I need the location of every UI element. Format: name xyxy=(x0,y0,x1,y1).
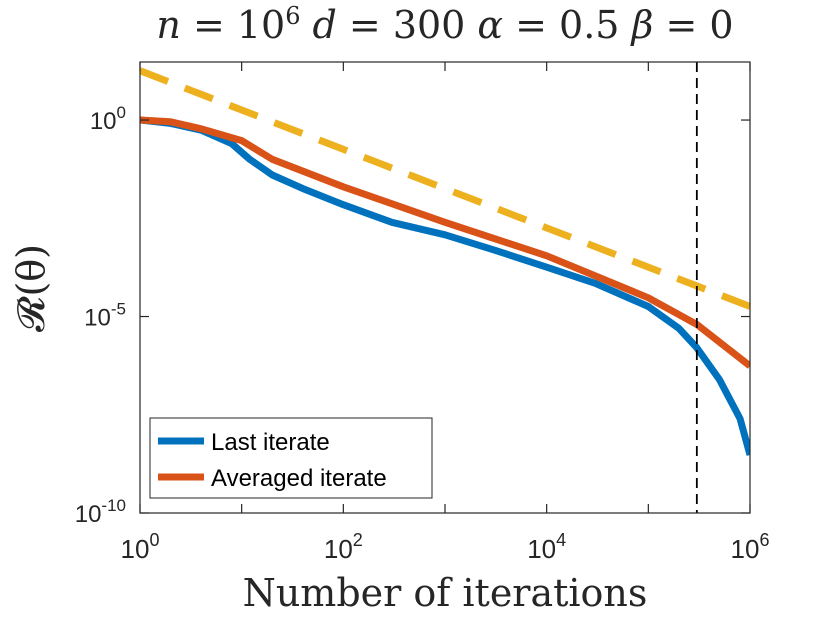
series-line-reference-slope xyxy=(140,67,750,310)
title-n-eq: = 10 xyxy=(181,3,285,47)
y-tick-label: 10-10 xyxy=(75,496,126,528)
legend: Last iterate Averaged iterate xyxy=(149,417,433,499)
x-tick-label: 106 xyxy=(731,530,770,564)
x-tick-label: 100 xyxy=(121,530,160,564)
x-tick-label: 104 xyxy=(527,530,566,564)
title-alpha-eq: = 0.5 xyxy=(503,3,619,47)
legend-box xyxy=(149,417,433,499)
y-tick-label: 10-5 xyxy=(84,300,126,332)
title-beta-label: β xyxy=(629,3,653,47)
title-n-label: n xyxy=(156,3,180,47)
title-d-label: d xyxy=(313,3,337,47)
legend-label-averaged-iterate: Averaged iterate xyxy=(211,465,387,492)
series-line-last-iterate xyxy=(140,116,750,456)
title-n-exp: 6 xyxy=(285,2,300,30)
x-axis-label: Number of iterations xyxy=(243,571,648,615)
title-beta-eq: = 0 xyxy=(653,3,733,47)
title-alpha-label: α xyxy=(477,3,503,47)
y-axis-label: 𝓡(θ) xyxy=(9,244,53,332)
chart-title: n = 106 d = 300 α = 0.5 β = 0 xyxy=(156,2,733,47)
series-line-averaged-iterate xyxy=(140,116,750,369)
title-d-eq: = 300 xyxy=(337,3,466,47)
x-tick-label: 102 xyxy=(324,530,363,564)
legend-label-last-iterate: Last iterate xyxy=(211,429,330,456)
y-tick-label: 100 xyxy=(90,103,126,135)
axes-box xyxy=(139,61,751,514)
